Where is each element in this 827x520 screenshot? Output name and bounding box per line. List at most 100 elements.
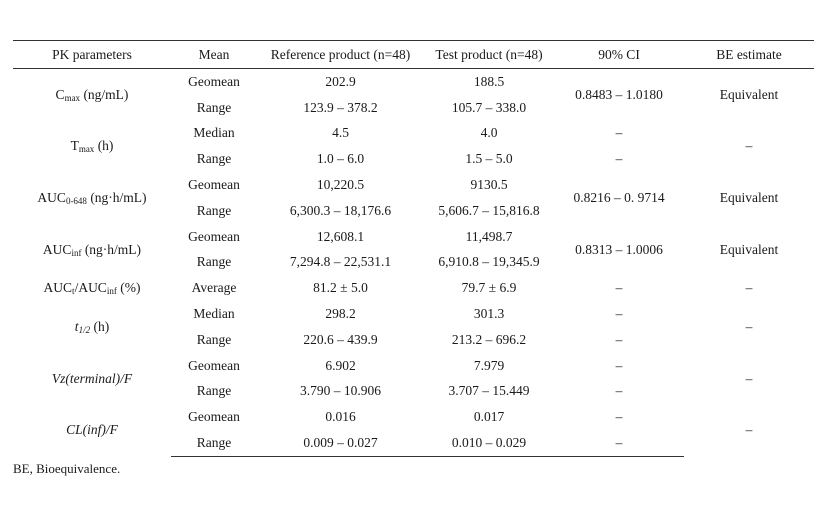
- param-tmax: Tmax (h): [13, 121, 171, 173]
- cell-reference: 12,608.1: [316, 228, 365, 244]
- cell-test: 1.5 – 5.0: [465, 151, 513, 167]
- table-row: CL(inf)/F Geomean 0.016 0.017 – –: [13, 404, 814, 437]
- cell-test: 9130.5: [470, 177, 508, 193]
- cell-reference: 298.2: [325, 306, 356, 322]
- param-ratio-mid: /AUC: [74, 280, 107, 296]
- param-ratio-sub: t: [72, 286, 75, 297]
- cell-mean: Median: [193, 306, 235, 322]
- cell-mean: Median: [193, 125, 235, 141]
- cell-be: Equivalent: [719, 86, 779, 102]
- cell-ci: –: [615, 383, 623, 399]
- param-auc0-648: AUC0-648 (ng·h/mL): [13, 172, 171, 224]
- cell-test: 11,498.7: [465, 228, 513, 244]
- table-row: Tmax (h) Median 4.5 4.0 – –: [13, 121, 814, 153]
- param-vz-terminal: Vz(terminal)/F: [51, 370, 133, 386]
- table-row: Range 123.9 – 378.2 105.7 – 338.0: [13, 95, 814, 121]
- cell-reference: 1.0 – 6.0: [316, 151, 365, 167]
- cell-mean: Range: [196, 254, 232, 270]
- param-aucinf: AUCinf (ng·h/mL): [13, 224, 171, 276]
- table-row: AUCinf (ng·h/mL) Geomean 12,608.1 11,498…: [13, 224, 814, 257]
- header-test-product: Test product (n=48): [424, 40, 554, 69]
- cell-mean: Average: [191, 280, 237, 296]
- header-reference-product: Reference product (n=48): [257, 40, 424, 69]
- cell-reference: 81.2 ± 5.0: [313, 280, 368, 296]
- cell-test: 105.7 – 338.0: [451, 99, 527, 115]
- cell-ci: –: [554, 430, 684, 457]
- cell-test: 6,910.8 – 19,345.9: [438, 254, 540, 270]
- param-auc648-unit: (ng·h/mL): [86, 189, 147, 205]
- cell-test: 5,606.7 – 15,816.8: [438, 202, 540, 218]
- table-header: PK parameters Mean Reference product (n=…: [13, 40, 814, 69]
- table-row: AUCt/AUCinf (%) Average 81.2 ± 5.0 79.7 …: [13, 275, 814, 301]
- param-aucinf-main: AUC: [42, 241, 72, 257]
- cell-be: –: [745, 422, 753, 438]
- cell-mean: Range: [196, 383, 232, 399]
- cell-ci: 0.8483 – 1.0180: [575, 86, 663, 102]
- param-ratio-sub2: inf: [106, 286, 117, 297]
- param-tmax-unit: (h): [94, 138, 114, 154]
- cell-be: Equivalent: [719, 189, 779, 205]
- cell-mean: Geomean: [188, 177, 240, 193]
- cell-ci: 0.8216 – 0. 9714: [573, 189, 665, 205]
- table-row: Vz(terminal)/F Geomean 6.902 7.979 – –: [13, 353, 814, 386]
- table-row: t1/2 (h) Median 298.2 301.3 – –: [13, 301, 814, 334]
- cell-reference: 7,294.8 – 22,531.1: [289, 254, 392, 270]
- pk-table: PK parameters Mean Reference product (n=…: [13, 40, 814, 457]
- table-row: AUC0-648 (ng·h/mL) Geomean 10,220.5 9130…: [13, 172, 814, 205]
- cell-mean: Geomean: [188, 73, 240, 89]
- param-aucinf-sub: inf: [71, 247, 82, 258]
- table-body: Cmax (ng/mL) Geomean 202.9 188.5 0.8483 …: [13, 69, 814, 457]
- cell-reference: 220.6 – 439.9: [303, 331, 378, 347]
- param-thalf-unit: (h): [90, 318, 110, 334]
- param-cmax-sub: max: [64, 92, 81, 103]
- cell-test: 79.7 ± 6.9: [461, 280, 517, 296]
- table-row: Range 220.6 – 439.9 213.2 – 696.2 –: [13, 327, 814, 353]
- param-auc648-main: AUC: [37, 189, 66, 205]
- cell-ci: –: [615, 357, 623, 373]
- cell-test: 0.017: [473, 409, 505, 425]
- cell-be: Equivalent: [719, 241, 779, 257]
- cell-reference: 0.016: [325, 409, 356, 425]
- cell-be: –: [745, 280, 753, 296]
- header-mean: Mean: [171, 40, 257, 69]
- cell-reference: 202.9: [325, 73, 356, 89]
- param-cl-inf: CL(inf)/F: [66, 422, 118, 438]
- cell-ci: –: [615, 280, 623, 296]
- cell-reference: 3.790 – 10.906: [300, 383, 381, 399]
- cell-test: 0.010 – 0.029: [424, 430, 554, 457]
- cell-mean: Geomean: [188, 357, 240, 373]
- cell-ci: –: [615, 409, 623, 425]
- table-footnote: BE, Bioequivalence.: [13, 461, 121, 476]
- cell-mean: Range: [196, 331, 232, 347]
- table-row: Range 0.009 – 0.027 0.010 – 0.029 –: [13, 430, 814, 457]
- param-thalf-main: t: [74, 318, 79, 334]
- pk-table-container: PK parameters Mean Reference product (n=…: [13, 40, 814, 457]
- cell-mean: Range: [171, 430, 257, 457]
- header-row: PK parameters Mean Reference product (n=…: [13, 40, 814, 69]
- cell-mean: Geomean: [188, 409, 240, 425]
- cell-mean: Geomean: [188, 228, 240, 244]
- param-thalf-sub: 1/2: [78, 324, 91, 335]
- param-aucinf-unit: (ng·h/mL): [81, 241, 142, 257]
- param-t-half: t1/2 (h): [13, 301, 171, 353]
- param-tmax-sub: max: [78, 144, 95, 155]
- cell-reference: 6,300.3 – 18,176.6: [289, 202, 392, 218]
- cell-reference: 6.902: [325, 357, 356, 373]
- table-row: Range 1.0 – 6.0 1.5 – 5.0 –: [13, 146, 814, 172]
- cell-ci: –: [615, 306, 623, 322]
- cell-ci: –: [615, 331, 623, 347]
- param-cmax: Cmax (ng/mL): [13, 69, 171, 121]
- cell-test: 7.979: [473, 357, 505, 373]
- header-be-estimate: BE estimate: [684, 40, 814, 69]
- param-cmax-main: C: [55, 86, 65, 102]
- cell-test: 188.5: [473, 73, 505, 89]
- cell-be: –: [745, 318, 753, 334]
- cell-reference: 123.9 – 378.2: [303, 99, 378, 115]
- header-pk-parameters: PK parameters: [13, 40, 171, 69]
- cell-mean: Range: [196, 202, 232, 218]
- table-row: Range 6,300.3 – 18,176.6 5,606.7 – 15,81…: [13, 198, 814, 224]
- param-auc-ratio: AUCt/AUCinf (%): [13, 275, 171, 301]
- table-row: Cmax (ng/mL) Geomean 202.9 188.5 0.8483 …: [13, 69, 814, 102]
- cell-mean: Range: [196, 99, 232, 115]
- cell-reference: 10,220.5: [316, 177, 365, 193]
